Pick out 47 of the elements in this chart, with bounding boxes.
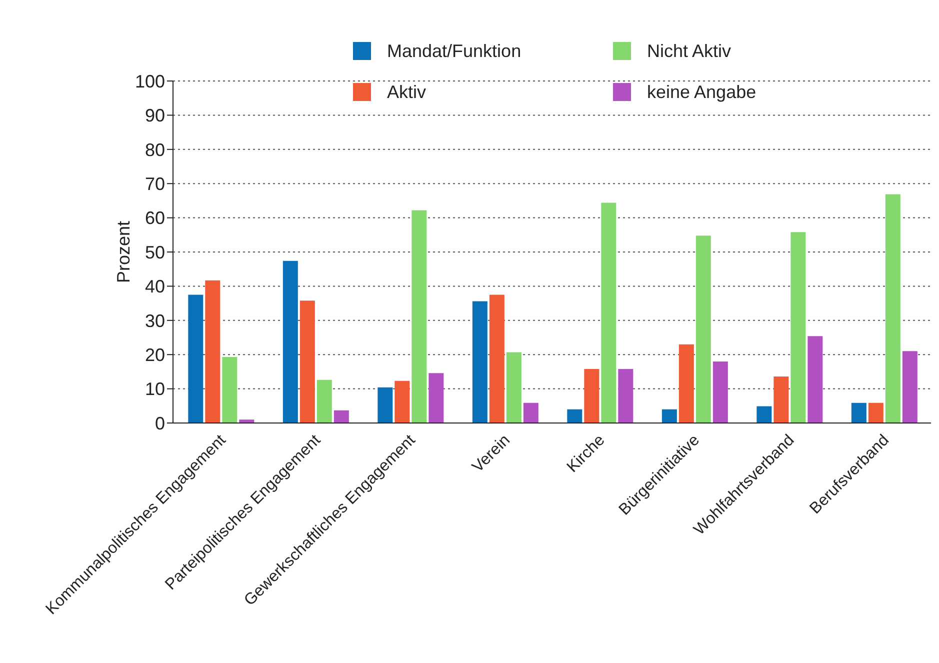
bar xyxy=(696,236,711,423)
bar xyxy=(790,232,806,423)
y-tick-label: 10 xyxy=(144,379,165,400)
y-axis-title: Prozent xyxy=(113,220,134,284)
y-tick-label: 20 xyxy=(144,344,165,365)
y-tick-label: 70 xyxy=(144,174,165,194)
legend-label: Aktiv xyxy=(387,82,426,102)
y-tick-label: 60 xyxy=(144,208,165,228)
bar xyxy=(378,387,393,423)
bar xyxy=(712,361,728,423)
bar xyxy=(316,380,332,423)
y-tick-label: 80 xyxy=(144,140,165,160)
bar xyxy=(885,194,900,423)
bar xyxy=(282,260,298,423)
y-tick-label: 100 xyxy=(134,71,165,92)
bar xyxy=(489,294,504,423)
bar xyxy=(222,356,238,423)
y-tick-label: 0 xyxy=(154,413,165,434)
y-tick-label: 90 xyxy=(144,106,165,126)
y-tick-label: 40 xyxy=(144,276,165,297)
y-tick-label: 50 xyxy=(144,242,165,262)
bar xyxy=(188,294,204,423)
bar xyxy=(662,409,677,423)
bar xyxy=(618,368,634,423)
legend-label: Mandat/Funktion xyxy=(387,40,522,62)
bar xyxy=(678,344,694,423)
bar xyxy=(428,373,444,423)
bar xyxy=(808,336,823,423)
bar xyxy=(756,406,772,423)
bar xyxy=(205,280,220,423)
bar xyxy=(567,409,582,423)
y-tick-label: 30 xyxy=(144,310,165,331)
bar xyxy=(300,300,315,423)
bar xyxy=(472,301,488,423)
bar xyxy=(506,352,522,423)
bar xyxy=(902,351,918,423)
bar xyxy=(868,402,884,423)
bar xyxy=(334,410,349,423)
bar xyxy=(851,402,866,423)
bar xyxy=(412,210,427,423)
legend-label: keine Angabe xyxy=(647,82,756,102)
bar xyxy=(774,376,789,423)
legend-label: Nicht Aktiv xyxy=(647,40,732,62)
bar xyxy=(584,368,600,423)
bar xyxy=(394,380,410,423)
bar xyxy=(601,202,616,423)
bar xyxy=(523,402,538,423)
